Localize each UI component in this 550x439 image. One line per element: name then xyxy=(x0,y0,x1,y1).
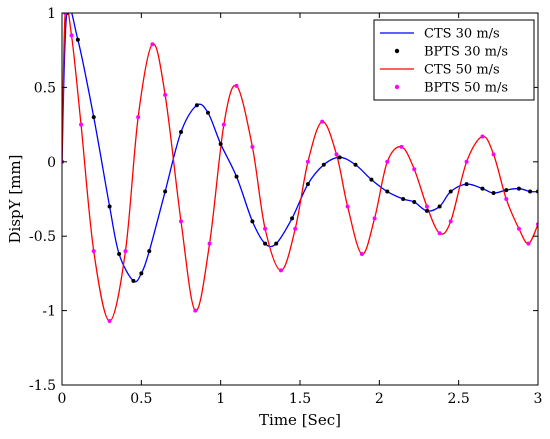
data-point-bpts-30-m-s-7 xyxy=(139,271,144,276)
data-point-bpts-30-m-s-35 xyxy=(528,189,533,194)
data-point-bpts-50-m-s-35 xyxy=(516,226,521,231)
data-point-bpts-30-m-s-15 xyxy=(250,219,255,224)
data-point-bpts-50-m-s-10 xyxy=(179,219,183,224)
data-point-bpts-30-m-s-30 xyxy=(464,182,469,187)
y-tick-label-3: 0 xyxy=(47,155,56,171)
data-point-bpts-50-m-s-7 xyxy=(136,115,141,120)
x-tick-label-1: 0.5 xyxy=(130,391,152,407)
data-point-bpts-30-m-s-3 xyxy=(91,115,96,120)
data-point-bpts-50-m-s-4 xyxy=(91,249,96,254)
data-point-bpts-50-m-s-22 xyxy=(345,204,350,209)
ticks-layer: 0 0.5 1 1.5 2 2.5 3 -1.5 -1 -0.5 0 0.5 1 xyxy=(29,6,542,407)
x-tick-label-5: 2.5 xyxy=(448,391,470,407)
data-point-bpts-50-m-s-26 xyxy=(399,144,404,149)
data-point-bpts-30-m-s-11 xyxy=(194,103,199,108)
data-point-bpts-50-m-s-8 xyxy=(150,42,155,47)
data-point-bpts-50-m-s-20 xyxy=(320,119,325,124)
data-point-bpts-30-m-s-14 xyxy=(234,174,239,179)
data-point-bpts-50-m-s-18 xyxy=(293,226,298,231)
series-bpts-30-m-s xyxy=(62,13,538,283)
x-tick-label-6: 3 xyxy=(534,391,543,407)
data-point-bpts-30-m-s-16 xyxy=(263,241,268,246)
data-point-bpts-30-m-s-9 xyxy=(163,189,168,194)
y-axis-title: DispY [mm] xyxy=(6,155,24,244)
data-point-bpts-50-m-s-16 xyxy=(263,226,268,231)
data-point-bpts-30-m-s-8 xyxy=(147,249,152,254)
data-point-bpts-50-m-s-13 xyxy=(221,122,226,127)
y-tick-label-0: -1.5 xyxy=(29,378,56,394)
data-point-bpts-50-m-s-23 xyxy=(359,252,364,257)
data-point-bpts-50-m-s-14 xyxy=(234,83,239,88)
data-point-bpts-30-m-s-22 xyxy=(353,162,358,167)
data-point-bpts-30-m-s-25 xyxy=(401,197,406,201)
data-point-bpts-50-m-s-15 xyxy=(250,144,255,149)
data-point-bpts-50-m-s-27 xyxy=(412,167,417,172)
data-point-bpts-50-m-s-24 xyxy=(372,216,377,221)
data-point-bpts-30-m-s-34 xyxy=(516,186,521,191)
data-point-bpts-30-m-s-32 xyxy=(491,191,496,196)
data-point-bpts-30-m-s-23 xyxy=(369,177,374,182)
legend-label-cts-50-m-s: CTS 50 m/s xyxy=(424,63,500,78)
data-point-bpts-50-m-s-29 xyxy=(437,231,442,236)
data-point-bpts-30-m-s-2 xyxy=(75,37,80,42)
data-point-bpts-50-m-s-30 xyxy=(448,219,453,224)
data-point-bpts-50-m-s-12 xyxy=(207,241,212,246)
x-axis-title: Time [Sec] xyxy=(259,411,341,429)
legend-label-bpts-30-m-s: BPTS 30 m/s xyxy=(424,45,508,60)
y-tick-label-1: -1 xyxy=(42,304,56,320)
legend-swatch-bpts-50-m-s xyxy=(394,84,400,90)
data-point-bpts-50-m-s-33 xyxy=(491,152,496,157)
data-point-bpts-30-m-s-20 xyxy=(321,162,326,167)
data-point-bpts-30-m-s-24 xyxy=(385,189,390,194)
y-tick-label-4: 0.5 xyxy=(34,80,56,96)
series-layer xyxy=(62,13,538,324)
data-point-bpts-50-m-s-9 xyxy=(163,92,168,97)
y-tick-label-2: -0.5 xyxy=(29,229,56,245)
x-tick-label-3: 1.5 xyxy=(289,391,311,407)
data-point-bpts-30-m-s-18 xyxy=(290,216,295,221)
series-bpts-50-m-s xyxy=(62,13,538,324)
data-point-bpts-50-m-s-6 xyxy=(123,249,128,254)
data-point-bpts-30-m-s-27 xyxy=(424,208,429,213)
data-point-bpts-50-m-s-2 xyxy=(69,33,74,38)
legend-swatch-bpts-30-m-s xyxy=(394,48,400,54)
y-tick-label-5: 1 xyxy=(47,6,56,22)
data-point-bpts-30-m-s-10 xyxy=(179,130,183,135)
data-point-bpts-30-m-s-33 xyxy=(504,188,509,193)
data-point-bpts-30-m-s-5 xyxy=(117,252,122,257)
legend: CTS 30 m/s BPTS 30 m/s CTS 50 m/s BPTS 50 m… xyxy=(373,19,535,101)
data-point-bpts-50-m-s-17 xyxy=(278,268,283,273)
data-point-bpts-50-m-s-28 xyxy=(424,204,429,209)
data-point-bpts-30-m-s-6 xyxy=(131,278,136,283)
data-point-bpts-50-m-s-25 xyxy=(385,159,390,164)
data-point-bpts-50-m-s-31 xyxy=(464,159,469,164)
data-point-bpts-30-m-s-12 xyxy=(205,110,210,115)
x-tick-label-4: 2 xyxy=(375,391,384,407)
data-point-bpts-30-m-s-31 xyxy=(480,186,485,191)
data-point-bpts-30-m-s-17 xyxy=(274,241,279,246)
x-tick-label-2: 1 xyxy=(216,391,225,407)
data-point-bpts-30-m-s-4 xyxy=(107,204,112,209)
legend-label-cts-30-m-s: CTS 30 m/s xyxy=(424,27,500,42)
data-point-bpts-50-m-s-32 xyxy=(480,134,485,139)
data-point-bpts-30-m-s-26 xyxy=(412,199,417,204)
data-point-bpts-50-m-s-5 xyxy=(107,319,112,324)
legend-label-bpts-50-m-s: BPTS 50 m/s xyxy=(424,81,508,96)
data-point-bpts-30-m-s-19 xyxy=(305,182,310,187)
data-point-bpts-50-m-s-36 xyxy=(526,241,531,246)
data-point-bpts-30-m-s-21 xyxy=(337,155,342,160)
data-point-bpts-50-m-s-11 xyxy=(193,308,198,313)
data-point-bpts-50-m-s-34 xyxy=(504,197,509,201)
data-point-bpts-30-m-s-29 xyxy=(448,189,453,194)
data-point-bpts-50-m-s-19 xyxy=(305,159,310,164)
x-tick-label-0: 0 xyxy=(58,391,67,407)
data-point-bpts-50-m-s-3 xyxy=(79,122,84,127)
data-point-bpts-30-m-s-13 xyxy=(218,141,223,146)
data-point-bpts-30-m-s-28 xyxy=(437,204,442,209)
data-point-bpts-50-m-s-21 xyxy=(334,152,339,157)
